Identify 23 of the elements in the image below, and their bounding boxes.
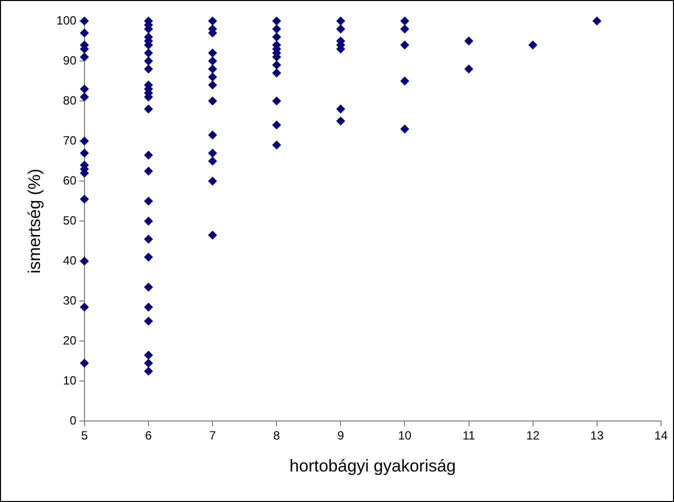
x-tick-label: 8 <box>273 428 280 443</box>
y-tick-label: 30 <box>63 293 77 308</box>
y-tick-label: 80 <box>63 93 77 108</box>
y-tick-label: 0 <box>70 414 77 428</box>
x-tick-label: 6 <box>145 428 152 443</box>
y-tick-label: 60 <box>63 173 77 188</box>
y-tick-label: 50 <box>63 213 77 228</box>
x-tick-label: 5 <box>81 428 88 443</box>
x-tick-label: 12 <box>526 428 540 443</box>
x-tick-label: 10 <box>398 428 412 443</box>
y-tick-label: 40 <box>63 253 77 268</box>
x-tick-label: 9 <box>337 428 344 443</box>
y-tick-label: 20 <box>63 333 77 348</box>
y-tick-label: 70 <box>63 133 77 148</box>
y-tick-label: 100 <box>56 13 77 28</box>
x-tick-label: 11 <box>462 428 476 443</box>
x-tick-label: 14 <box>654 428 668 443</box>
x-tick-label: 13 <box>590 428 604 443</box>
y-axis-title: ismertség (%) <box>24 168 44 274</box>
y-tick-label: 90 <box>63 53 77 68</box>
x-axis-title: hortobágyi gyakoriság <box>290 456 456 476</box>
x-tick-label: 7 <box>209 428 216 443</box>
y-tick-label: 10 <box>63 373 77 388</box>
